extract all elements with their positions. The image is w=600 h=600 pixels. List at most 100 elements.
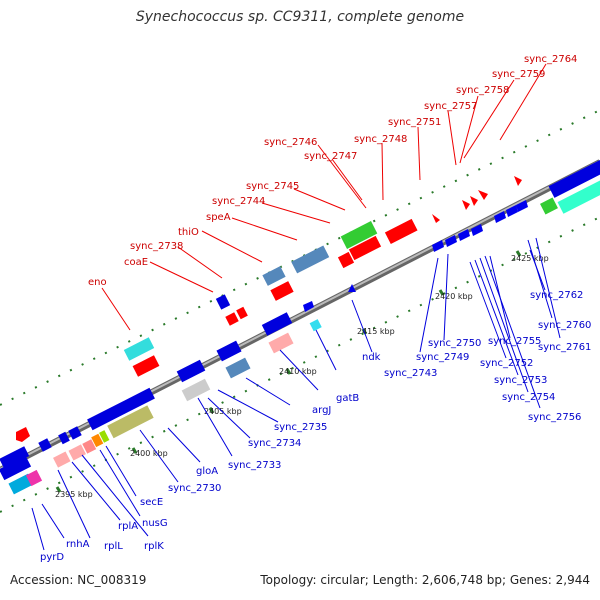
gene-feature (132, 355, 160, 377)
gene-label: sync_2744 (212, 196, 265, 207)
gene-feature (506, 205, 518, 217)
gene-label: sync_2761 (538, 342, 591, 353)
gene-feature (348, 235, 382, 261)
gene-feature (270, 281, 294, 301)
gene-feature (471, 224, 483, 236)
gene-label: rnhA (66, 539, 90, 550)
gene-label: coaE (124, 257, 148, 268)
gene-feature (181, 378, 211, 402)
gene-feature (225, 312, 239, 326)
genome-summary: Topology: circular; Length: 2,606,748 bp… (260, 573, 590, 587)
gene-label: sync_2757 (424, 101, 477, 112)
gene-label: pyrD (40, 552, 64, 563)
map-title: Synechococcus sp. CC9311, complete genom… (135, 9, 465, 25)
gene-feature (0, 446, 30, 469)
gene-label: gloA (196, 466, 218, 477)
gene-feature (38, 438, 52, 452)
gene-label: speA (206, 212, 231, 223)
gene-feature (262, 266, 286, 286)
gene-label: sync_2754 (502, 392, 555, 403)
gene-label: eno (88, 277, 107, 288)
gene-feature (225, 357, 251, 379)
gene-feature (268, 332, 294, 354)
gene-label: sync_2747 (304, 151, 357, 162)
scale-label: 2415 kbp (357, 327, 395, 336)
scale-label: 2395 kbp (55, 490, 93, 499)
gene-feature (458, 229, 470, 241)
gene-label: sync_2748 (354, 134, 407, 145)
gene-label: sync_2760 (538, 320, 591, 331)
gene-label: sync_2733 (228, 460, 281, 471)
gene-label: ndk (362, 352, 381, 363)
forward-strand-genes[interactable] (0, 159, 600, 469)
gene-feature (68, 426, 82, 440)
gene-feature (58, 431, 70, 445)
scale-ticks (55, 250, 522, 493)
gene-feature (53, 451, 71, 468)
gene-label: gatB (336, 393, 359, 404)
reverse-labels: pyrD rnhA rplL rplA rplK nusG secE sync_… (40, 290, 591, 563)
scale-label: 2425 kbp (511, 254, 549, 263)
gene-label: argJ (312, 405, 331, 416)
gene-feature (384, 218, 418, 245)
gene-feature (107, 405, 154, 439)
scale-label: 2400 kbp (130, 449, 168, 458)
gene-label: sync_2730 (168, 483, 221, 494)
gene-feature (0, 455, 32, 481)
gene-feature (91, 433, 104, 448)
gene-feature (432, 240, 444, 252)
gene-feature (215, 294, 231, 310)
gene-label: rplA (118, 521, 138, 532)
gene-feature (445, 235, 457, 247)
gene-label: sync_2745 (246, 181, 299, 192)
gene-label: sync_2759 (492, 69, 545, 80)
gene-feature (291, 245, 330, 274)
gene-label: nusG (142, 518, 168, 529)
gene-label: sync_2735 (274, 422, 327, 433)
scale-label: 2420 kbp (435, 292, 473, 301)
gene-feature (16, 427, 30, 442)
gene-feature (514, 176, 522, 186)
gene-feature (236, 306, 248, 320)
gene-feature (8, 473, 34, 495)
gene-label: sync_2749 (416, 352, 469, 363)
gene-feature (540, 197, 558, 215)
gene-feature (176, 359, 206, 383)
gene-label: rplK (144, 541, 164, 552)
gene-label: sync_2734 (248, 438, 301, 449)
reverse-strand-genes[interactable] (0, 179, 600, 495)
gene-feature (432, 214, 440, 223)
gene-feature (337, 251, 355, 269)
gene-feature (123, 337, 155, 361)
gene-label: sync_2753 (494, 375, 547, 386)
gene-feature (25, 469, 43, 487)
gene-label: sync_2746 (264, 137, 317, 148)
gene-label: thiO (178, 227, 199, 238)
gene-feature (478, 190, 488, 200)
gene-label: sync_2738 (130, 241, 183, 252)
gene-label: sync_2758 (456, 85, 509, 96)
gene-feature (82, 439, 97, 454)
forward-labels: eno coaE sync_2738 thiO speA sync_2744 s… (88, 54, 577, 288)
gene-feature (303, 301, 314, 312)
scale-labels: 2395 kbp 2400 kbp 2405 kbp 2410 kbp 2415… (55, 254, 549, 499)
gene-feature (557, 179, 600, 214)
gene-label: rplL (104, 541, 123, 552)
gene-label: sync_2755 (488, 336, 541, 347)
gene-feature (87, 387, 155, 431)
gene-feature (340, 221, 378, 249)
gene-label: secE (140, 497, 163, 508)
gene-label: sync_2762 (530, 290, 583, 301)
gene-feature (516, 200, 528, 212)
gene-feature (309, 319, 322, 332)
forward-label-lines (101, 63, 547, 331)
gene-label: sync_2752 (480, 358, 533, 369)
gene-feature (68, 444, 86, 461)
gene-feature (548, 159, 600, 198)
gene-label: sync_2743 (384, 368, 437, 379)
reverse-label-lines (31, 237, 561, 551)
gene-label: sync_2756 (528, 412, 581, 423)
gene-feature (99, 430, 110, 443)
gene-feature (494, 211, 506, 223)
